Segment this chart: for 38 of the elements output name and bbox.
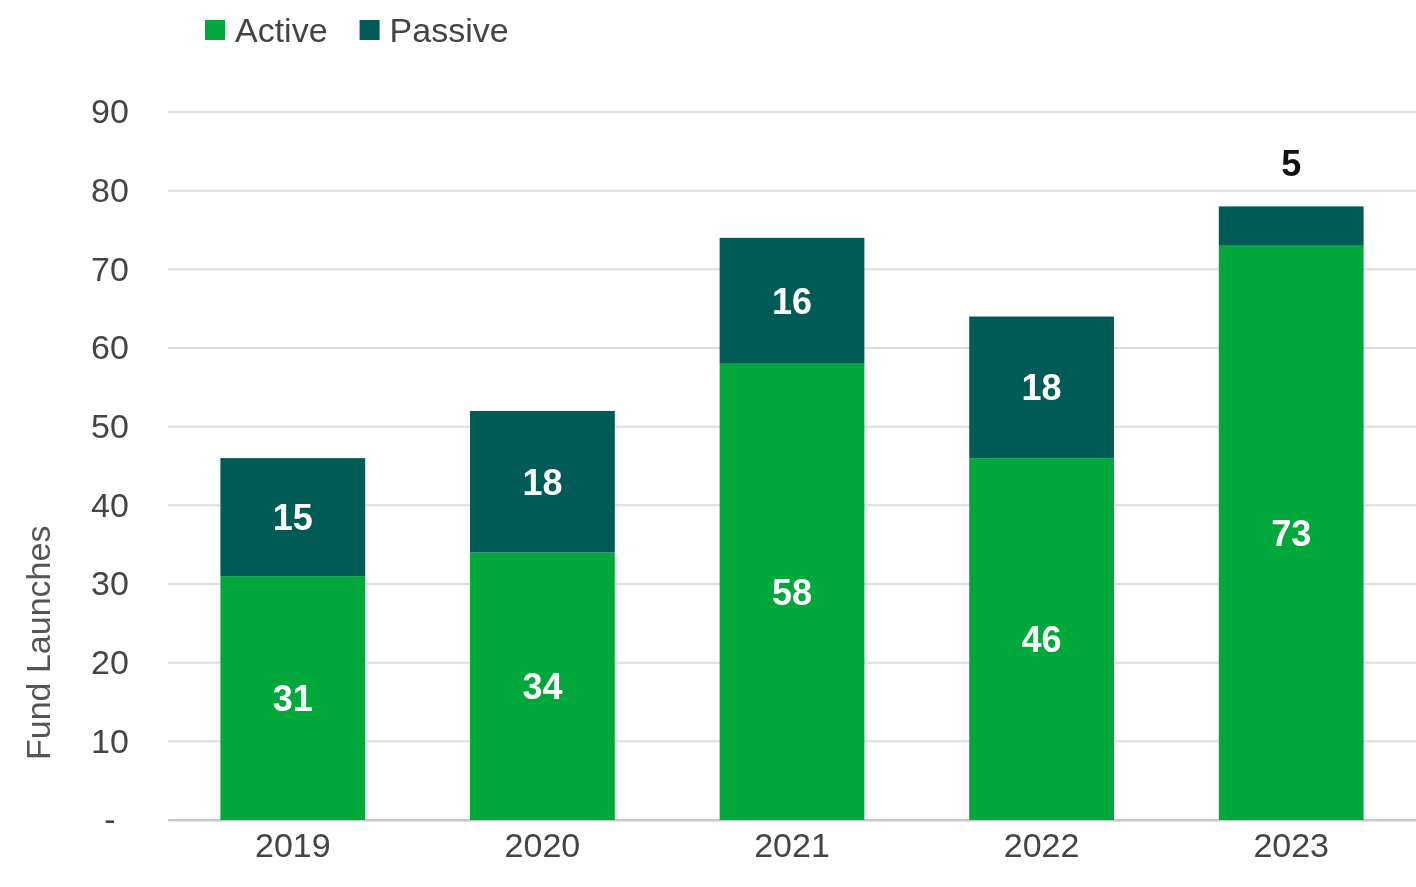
bar — [470, 410, 615, 553]
data-label: 18 — [522, 461, 563, 503]
x-tick-label: 2020 — [504, 826, 581, 864]
data-label: 31 — [272, 678, 313, 720]
x-tick-label: 2021 — [754, 826, 830, 864]
bar — [969, 316, 1114, 459]
bar — [1218, 206, 1364, 246]
y-tick-label: 10 — [91, 721, 129, 760]
bar — [969, 458, 1114, 820]
y-tick-label: 50 — [91, 407, 129, 446]
y-tick-label: - — [104, 800, 116, 839]
data-label: 15 — [272, 497, 313, 539]
data-label: 18 — [1021, 367, 1062, 409]
legend-label: Active — [235, 11, 328, 49]
x-tick-label: 2022 — [1003, 826, 1080, 864]
y-tick-label: 70 — [91, 249, 129, 288]
bar — [719, 363, 865, 820]
data-label: 16 — [771, 280, 813, 322]
bar — [220, 458, 366, 577]
data-label: 58 — [771, 571, 813, 613]
data-label: 34 — [522, 666, 563, 708]
x-tick-label: 2019 — [254, 826, 331, 864]
x-tick-label: 2023 — [1253, 826, 1330, 864]
y-axis-title: Fund Launches — [19, 525, 57, 760]
bar — [470, 552, 615, 820]
y-tick-label: 90 — [91, 92, 129, 131]
legend-label: Passive — [389, 11, 509, 49]
data-label: 73 — [1271, 512, 1312, 554]
bar — [220, 576, 366, 820]
y-tick-label: 80 — [91, 171, 129, 210]
bar — [1218, 245, 1364, 820]
y-tick-label: 40 — [91, 485, 129, 524]
bar — [719, 237, 865, 364]
y-tick-label: 20 — [91, 643, 129, 682]
y-tick-label: 30 — [91, 564, 129, 603]
y-tick-label: 60 — [91, 328, 129, 367]
data-label: 46 — [1021, 619, 1062, 661]
data-label: 5 — [1281, 143, 1302, 185]
